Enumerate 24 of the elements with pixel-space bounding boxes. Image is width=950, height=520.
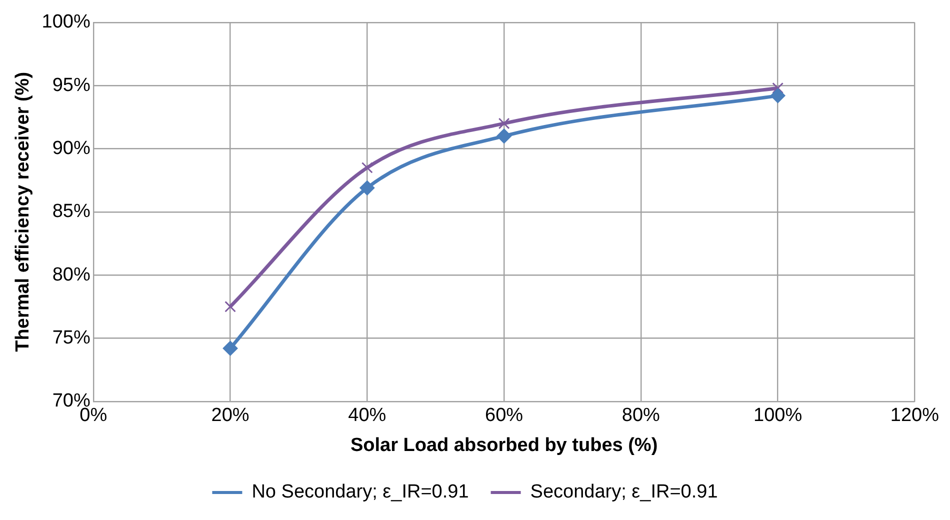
y-axis-title: Thermal efficiency receiver (%)	[12, 72, 34, 352]
point	[222, 340, 238, 356]
x-tick-label: 100%	[754, 405, 802, 426]
point	[772, 82, 784, 94]
point	[498, 118, 510, 130]
y-tick-label: 95%	[52, 74, 90, 96]
y-tick-label: 75%	[52, 327, 90, 348]
point	[360, 180, 375, 196]
legend-label: No Secondary; ε_IR=0.91	[252, 482, 469, 503]
legend-label: Secondary; ε_IR=0.91	[530, 482, 718, 503]
x-tick-label: 80%	[622, 405, 660, 426]
y-tick-label: 100%	[42, 12, 90, 33]
y-tick-label: 85%	[52, 201, 90, 222]
x-tick-label: 40%	[348, 405, 386, 426]
x-tick-label: 60%	[485, 405, 524, 426]
point	[361, 162, 373, 174]
point	[496, 128, 512, 144]
y-tick-label: 90%	[52, 138, 90, 159]
x-axis-title: Solar Load absorbed by tubes (%)	[350, 434, 658, 456]
point	[770, 88, 786, 104]
y-tick-label: 80%	[52, 264, 90, 286]
x-tick-label: 20%	[211, 405, 250, 426]
x-tick-label: 120%	[890, 405, 940, 426]
point	[224, 300, 236, 312]
